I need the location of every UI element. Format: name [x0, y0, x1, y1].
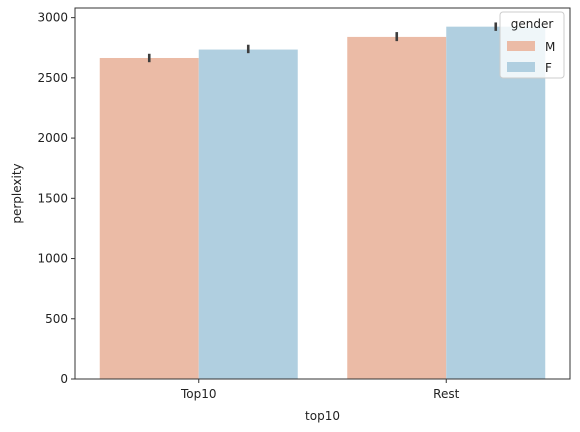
- y-axis: 0 500 1000 1500 2000 2500 3000: [37, 11, 75, 386]
- legend: gender MF: [499, 11, 565, 79]
- legend-label-M: M: [545, 40, 555, 54]
- y-tick-label: 3000: [37, 11, 68, 25]
- x-tick-label: Top10: [180, 387, 217, 401]
- x-axis-label: top10: [305, 409, 340, 423]
- bar-F-Top10: [198, 49, 298, 379]
- y-tick-label: 500: [45, 312, 68, 326]
- y-tick-label: 1000: [37, 252, 68, 266]
- y-tick-label: 1500: [37, 191, 68, 205]
- x-tick-label: Rest: [433, 387, 459, 401]
- legend-label-F: F: [545, 61, 552, 75]
- legend-items: MF: [507, 40, 555, 75]
- legend-title: gender: [511, 17, 554, 31]
- legend-swatch-M: [507, 41, 535, 51]
- axes-frame: [74, 7, 571, 380]
- x-axis: Top10 Rest: [180, 379, 460, 401]
- plot-area: [99, 22, 546, 380]
- y-tick-label: 0: [60, 372, 68, 386]
- y-axis-label: perplexity: [10, 163, 24, 223]
- bar-M-Rest: [347, 36, 447, 380]
- legend-swatch-F: [507, 62, 535, 72]
- bar-F-Rest: [446, 26, 546, 380]
- y-tick-label: 2500: [37, 71, 68, 85]
- y-tick-label: 2000: [37, 131, 68, 145]
- bar-M-Top10: [99, 57, 199, 379]
